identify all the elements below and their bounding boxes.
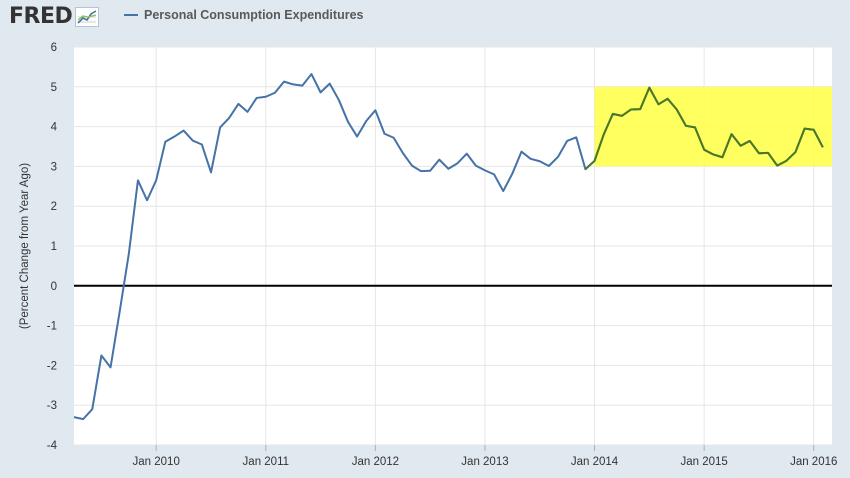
- fred-logo[interactable]: FRED: [9, 4, 100, 29]
- y-axis-ticks: 6 5 4 3 2 1 0 -1 -2 -3 -4: [47, 42, 58, 452]
- x-axis-ticks: Jan 2010 Jan 2011 Jan 2012 Jan 2013 Jan 2014…: [133, 445, 837, 468]
- chart-header: FRED Personal Consumption Expenditures: [0, 0, 850, 34]
- x-tick-label: Jan 2016: [790, 456, 837, 468]
- x-tick-label: Jan 2011: [243, 456, 289, 468]
- y-tick-label: -2: [47, 360, 57, 372]
- legend-swatch: [124, 14, 138, 16]
- x-tick-label: Jan 2010: [133, 456, 180, 468]
- y-tick-label: -1: [47, 321, 57, 333]
- y-tick-label: -4: [47, 440, 58, 452]
- y-tick-label: 5: [51, 82, 57, 94]
- y-axis-label: (Percent Change from Year Ago): [19, 163, 31, 329]
- legend: Personal Consumption Expenditures: [124, 8, 363, 22]
- y-tick-label: 4: [51, 122, 58, 134]
- x-tick-label: Jan 2012: [352, 456, 399, 468]
- legend-label: Personal Consumption Expenditures: [144, 8, 364, 22]
- series-line-highlight: [584, 86, 824, 170]
- y-tick-label: 3: [51, 161, 57, 173]
- y-tick-label: 2: [51, 201, 57, 213]
- y-tick-label: 0: [51, 281, 57, 293]
- x-tick-label: Jan 2014: [571, 456, 619, 468]
- y-tick-label: 6: [51, 42, 57, 54]
- logo-text: FRED: [9, 4, 73, 29]
- y-tick-label: 1: [51, 241, 57, 253]
- x-tick-label: Jan 2015: [680, 456, 727, 468]
- trend-chart-icon: [75, 6, 100, 27]
- x-tick-label: Jan 2013: [461, 456, 508, 468]
- highlight-box: [594, 86, 832, 167]
- y-tick-label: -3: [47, 400, 57, 412]
